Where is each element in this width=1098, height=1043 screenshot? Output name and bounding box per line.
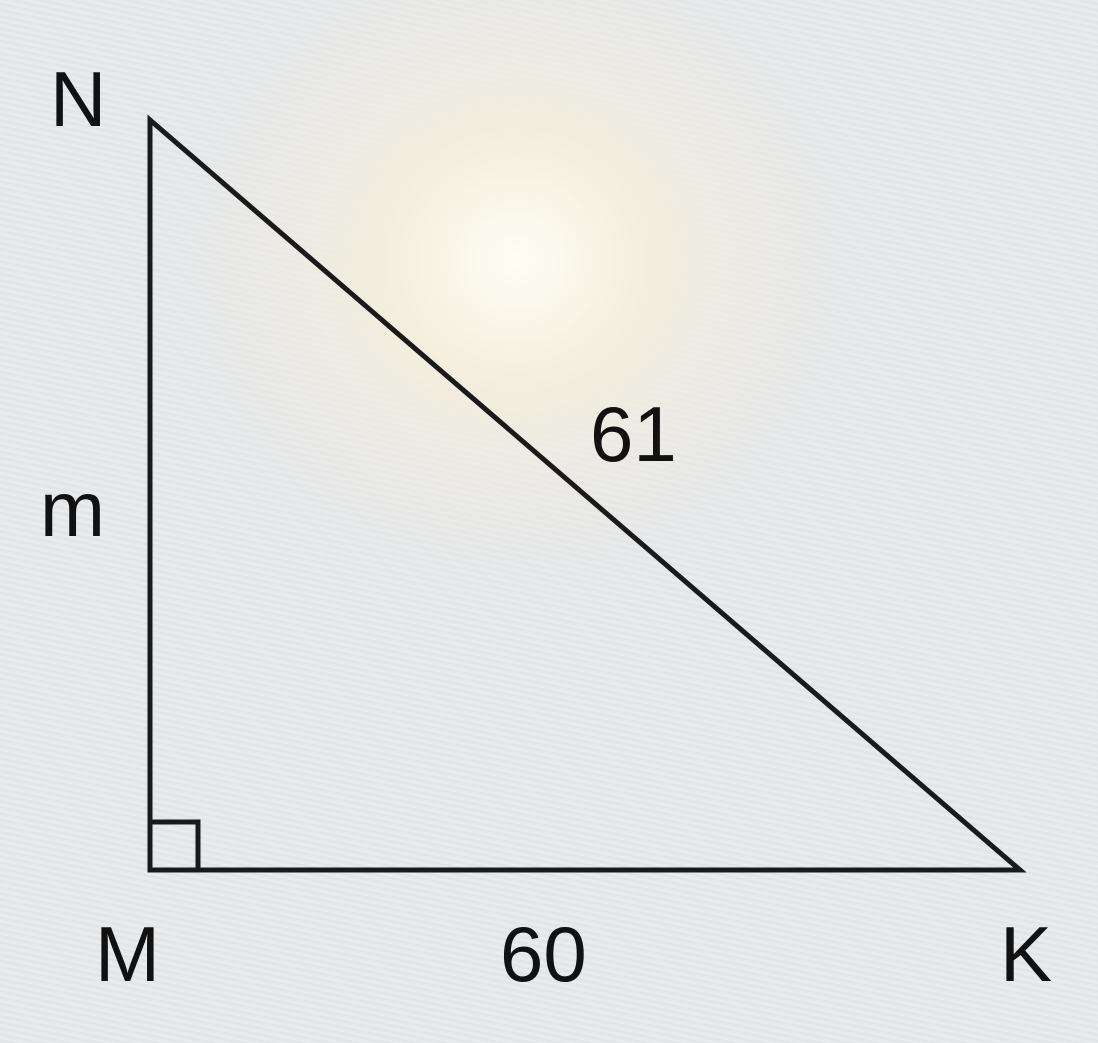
side-label-m: m: [40, 470, 105, 548]
vertex-label-n: N: [50, 60, 106, 138]
geometry-figure: N M K m 61 60: [0, 0, 1098, 1043]
triangle-svg: [0, 0, 1098, 1043]
side-label-60: 60: [500, 915, 587, 993]
side-label-61: 61: [590, 395, 677, 473]
vertex-label-k: K: [1000, 915, 1052, 993]
vertex-label-m: M: [95, 915, 160, 993]
lens-flare: [0, 0, 1098, 1043]
